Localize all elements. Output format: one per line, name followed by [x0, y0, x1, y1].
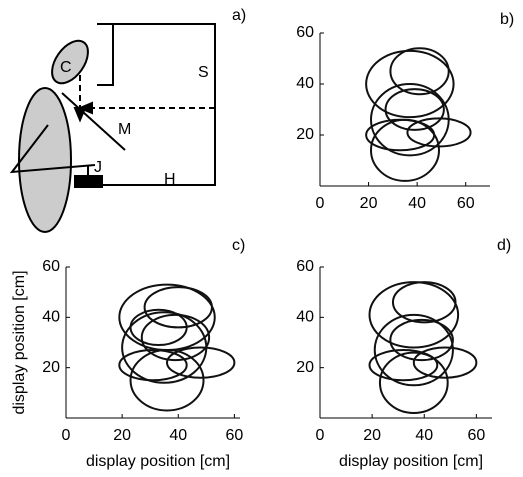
x-axis-label: display position [cm]: [339, 453, 483, 470]
target-ellipse: [129, 349, 205, 412]
y-tick-label: 40: [296, 75, 314, 92]
x-tick-label: 40: [408, 195, 426, 212]
target-ellipse: [368, 349, 439, 382]
x-axis-label: display position [cm]: [86, 453, 230, 470]
y-tick-label: 60: [42, 258, 60, 275]
part-label: S: [198, 64, 209, 81]
y-tick-label: 40: [42, 309, 60, 326]
target-ellipse: [365, 49, 455, 119]
y-tick-label: 60: [296, 24, 314, 41]
target-ellipse: [391, 281, 457, 324]
target-ellipse: [118, 283, 216, 352]
target-ellipse: [378, 351, 449, 414]
head: [51, 39, 89, 85]
arm: [9, 124, 96, 174]
part-label: M: [118, 121, 131, 138]
y-tick-label: 20: [296, 359, 314, 376]
x-tick-label: 20: [363, 427, 381, 444]
target-ellipse: [389, 318, 454, 362]
target-ellipse: [118, 349, 188, 382]
y-axis-label: display position [cm]: [11, 270, 28, 414]
screen-frame: [97, 23, 216, 186]
x-tick-label: 20: [113, 427, 131, 444]
eye-shield: [97, 24, 114, 86]
target-ellipse: [166, 346, 236, 379]
x-tick-label: 60: [467, 427, 485, 444]
part-label: H: [164, 171, 176, 188]
joystick: [74, 175, 103, 188]
setup-diagram: [9, 23, 216, 233]
target-ellipse: [140, 313, 211, 362]
y-tick-label: 20: [42, 359, 60, 376]
target-ellipse: [389, 47, 450, 96]
x-tick-label: 40: [169, 427, 187, 444]
x-tick-label: 0: [316, 427, 325, 444]
body: [18, 87, 72, 233]
x-tick-label: 60: [225, 427, 243, 444]
target-ellipse: [129, 308, 188, 347]
part-label: J: [94, 159, 102, 176]
x-tick-label: 60: [457, 195, 475, 212]
panel-label: a): [232, 7, 246, 24]
target-ellipse: [373, 313, 454, 387]
panel-label: b): [500, 11, 514, 28]
panel-label: c): [232, 237, 245, 254]
target-ellipse: [368, 281, 460, 349]
target-ellipse: [143, 286, 213, 329]
target-ellipse: [370, 118, 440, 182]
y-tick-label: 60: [296, 258, 314, 275]
y-tick-label: 40: [296, 309, 314, 326]
x-tick-label: 40: [415, 427, 433, 444]
x-tick-label: 20: [360, 195, 378, 212]
x-tick-label: 0: [62, 427, 71, 444]
panel-label: d): [497, 237, 511, 254]
part-label: C: [60, 59, 72, 76]
target-ellipse: [412, 346, 478, 379]
x-tick-label: 0: [316, 195, 325, 212]
mirror: [61, 92, 126, 151]
target-ellipse: [384, 88, 445, 131]
y-tick-label: 20: [296, 126, 314, 143]
